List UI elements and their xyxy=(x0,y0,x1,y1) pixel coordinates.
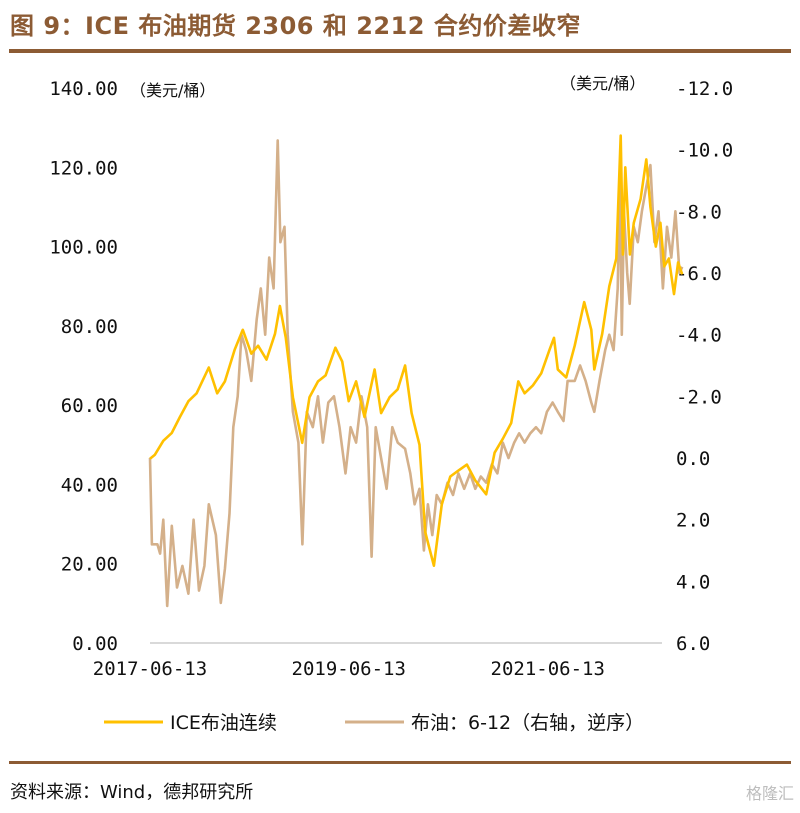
left-axis-ticks: 0.00 20.00 40.00 60.00 80.00 100.00 120.00 140.… xyxy=(49,78,118,655)
right-tick-label: -2.0 xyxy=(676,386,722,408)
right-tick-label: 2.0 xyxy=(676,510,710,532)
legend-label-ice: ICE布油连续 xyxy=(170,712,277,734)
left-tick-label: 140.00 xyxy=(49,78,118,100)
series-line-ice-brent xyxy=(149,134,684,567)
x-tick-label: 2019-06-13 xyxy=(292,658,406,680)
left-tick-label: 60.00 xyxy=(61,395,118,417)
right-tick-label: -12.0 xyxy=(676,78,733,100)
right-tick-label: 0.0 xyxy=(676,448,710,470)
left-axis-unit: （美元/桶） xyxy=(130,81,215,100)
right-tick-label: 6.0 xyxy=(676,633,710,655)
watermark: 格隆汇 xyxy=(745,784,794,803)
footer-divider xyxy=(9,761,791,764)
left-tick-label: 20.00 xyxy=(61,554,118,576)
right-tick-label: 4.0 xyxy=(676,571,710,593)
right-tick-label: -6.0 xyxy=(676,263,722,285)
series-layer xyxy=(148,134,684,608)
right-tick-label: -8.0 xyxy=(676,201,722,223)
x-axis-ticks: 2017-06-13 2019-06-13 2021-06-13 xyxy=(93,658,605,680)
legend-label-spread: 布油：6-12（右轴，逆序） xyxy=(411,712,644,734)
x-tick-label: 2021-06-13 xyxy=(491,658,605,680)
left-tick-label: 40.00 xyxy=(61,474,118,496)
legend: ICE布油连续 布油：6-12（右轴，逆序） xyxy=(104,712,644,734)
left-tick-label: 80.00 xyxy=(61,316,118,338)
series-line-spread-6-12 xyxy=(148,139,684,608)
right-axis-unit: （美元/桶） xyxy=(560,74,645,93)
source-note: 资料来源：Wind，德邦研究所 xyxy=(10,782,254,803)
chart-canvas: 0.00 20.00 40.00 60.00 80.00 100.00 120.00 140.… xyxy=(49,74,733,734)
x-tick-label: 2017-06-13 xyxy=(93,658,207,680)
right-tick-label: -4.0 xyxy=(676,325,722,347)
left-tick-label: 0.00 xyxy=(72,633,118,655)
right-axis-ticks: 6.0 4.0 2.0 0.0 -2.0 -4.0 -6.0 -8.0 -10.0 -12.0 xyxy=(676,78,733,655)
right-tick-label: -10.0 xyxy=(676,140,733,162)
figure-title: 图 9：ICE 布油期货 2306 和 2212 合约价差收窄 xyxy=(10,12,581,40)
title-divider xyxy=(9,49,791,53)
left-tick-label: 120.00 xyxy=(49,157,118,179)
left-tick-label: 100.00 xyxy=(49,237,118,259)
